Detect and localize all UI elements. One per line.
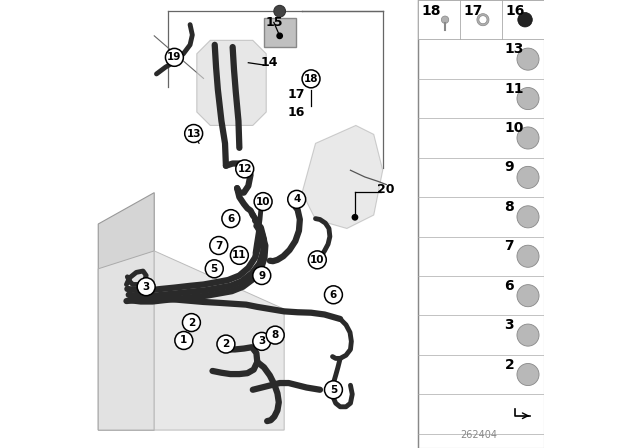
Circle shape: [185, 125, 203, 142]
Polygon shape: [197, 40, 266, 125]
Circle shape: [517, 166, 539, 189]
Polygon shape: [302, 125, 383, 228]
Circle shape: [182, 314, 200, 332]
Polygon shape: [99, 251, 154, 430]
Circle shape: [175, 332, 193, 349]
Text: 19: 19: [167, 52, 182, 62]
Text: 14: 14: [260, 56, 278, 69]
Text: 262404: 262404: [461, 430, 497, 440]
Text: 15: 15: [265, 16, 283, 29]
Circle shape: [324, 286, 342, 304]
Circle shape: [217, 335, 235, 353]
Text: 20: 20: [377, 183, 395, 197]
Wedge shape: [477, 13, 489, 26]
Circle shape: [517, 127, 539, 149]
Circle shape: [137, 278, 155, 296]
Circle shape: [517, 324, 539, 346]
Circle shape: [230, 246, 248, 264]
Text: 10: 10: [504, 121, 524, 135]
Text: 5: 5: [211, 264, 218, 274]
Text: 17: 17: [463, 4, 483, 17]
Circle shape: [352, 215, 358, 220]
Text: 2: 2: [188, 318, 195, 327]
Circle shape: [518, 13, 532, 27]
Text: 10: 10: [310, 255, 324, 265]
Bar: [264, 18, 296, 47]
Text: 18: 18: [421, 4, 441, 17]
Circle shape: [288, 190, 306, 208]
Circle shape: [222, 210, 240, 228]
Circle shape: [274, 5, 285, 17]
Circle shape: [517, 363, 539, 386]
Text: 5: 5: [330, 385, 337, 395]
Text: 3: 3: [143, 282, 150, 292]
Circle shape: [442, 16, 449, 23]
Text: 8: 8: [504, 200, 515, 214]
Circle shape: [517, 245, 539, 267]
Text: 9: 9: [504, 160, 514, 174]
Text: 16: 16: [288, 106, 305, 120]
Text: 13: 13: [504, 42, 524, 56]
Text: 16: 16: [506, 4, 525, 17]
Text: 11: 11: [504, 82, 524, 95]
Circle shape: [253, 332, 271, 350]
Text: 7: 7: [504, 239, 514, 253]
Text: 10: 10: [256, 197, 270, 207]
Text: 6: 6: [227, 214, 234, 224]
Text: 9: 9: [258, 271, 266, 280]
Bar: [418, 0, 544, 39]
Circle shape: [302, 70, 320, 88]
Text: 13: 13: [186, 129, 201, 138]
Text: 6: 6: [504, 279, 514, 293]
Circle shape: [165, 48, 184, 66]
Circle shape: [253, 267, 271, 284]
Circle shape: [210, 237, 228, 254]
Text: 4: 4: [293, 194, 300, 204]
Text: 6: 6: [330, 290, 337, 300]
Text: 11: 11: [232, 250, 246, 260]
Circle shape: [324, 381, 342, 399]
Text: 2: 2: [504, 358, 515, 371]
Text: 2: 2: [222, 339, 230, 349]
Circle shape: [308, 251, 326, 269]
Circle shape: [277, 33, 282, 39]
Polygon shape: [154, 251, 284, 430]
Text: 3: 3: [258, 336, 266, 346]
Text: 7: 7: [215, 241, 223, 250]
Circle shape: [205, 260, 223, 278]
Text: 3: 3: [504, 318, 514, 332]
Text: 8: 8: [271, 330, 279, 340]
Text: 1: 1: [180, 336, 188, 345]
Circle shape: [236, 160, 253, 178]
Text: 18: 18: [304, 74, 318, 84]
Circle shape: [266, 326, 284, 344]
Circle shape: [517, 87, 539, 110]
Circle shape: [254, 193, 272, 211]
Text: 17: 17: [288, 87, 305, 101]
Circle shape: [517, 206, 539, 228]
Circle shape: [517, 48, 539, 70]
Polygon shape: [99, 193, 154, 430]
Text: 12: 12: [237, 164, 252, 174]
Bar: [418, 0, 544, 448]
Circle shape: [517, 284, 539, 307]
